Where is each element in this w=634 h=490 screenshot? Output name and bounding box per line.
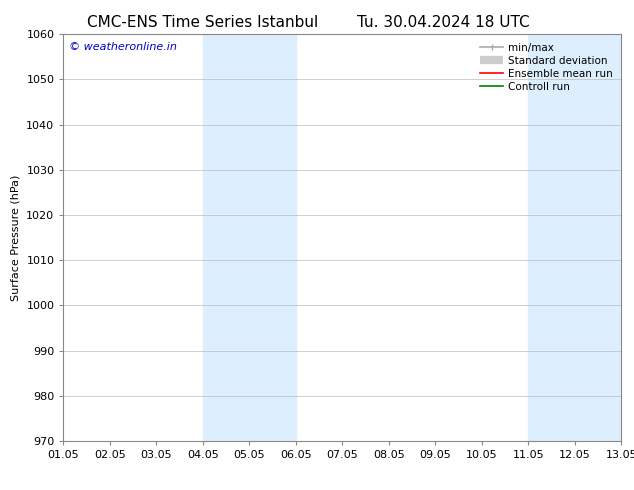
Y-axis label: Surface Pressure (hPa): Surface Pressure (hPa)	[11, 174, 21, 301]
Legend: min/max, Standard deviation, Ensemble mean run, Controll run: min/max, Standard deviation, Ensemble me…	[477, 40, 616, 95]
Bar	[203, 34, 296, 441]
Bar	[528, 34, 621, 441]
Text: © weatheronline.in: © weatheronline.in	[69, 43, 177, 52]
Text: CMC-ENS Time Series Istanbul: CMC-ENS Time Series Istanbul	[87, 15, 318, 30]
Text: Tu. 30.04.2024 18 UTC: Tu. 30.04.2024 18 UTC	[358, 15, 530, 30]
